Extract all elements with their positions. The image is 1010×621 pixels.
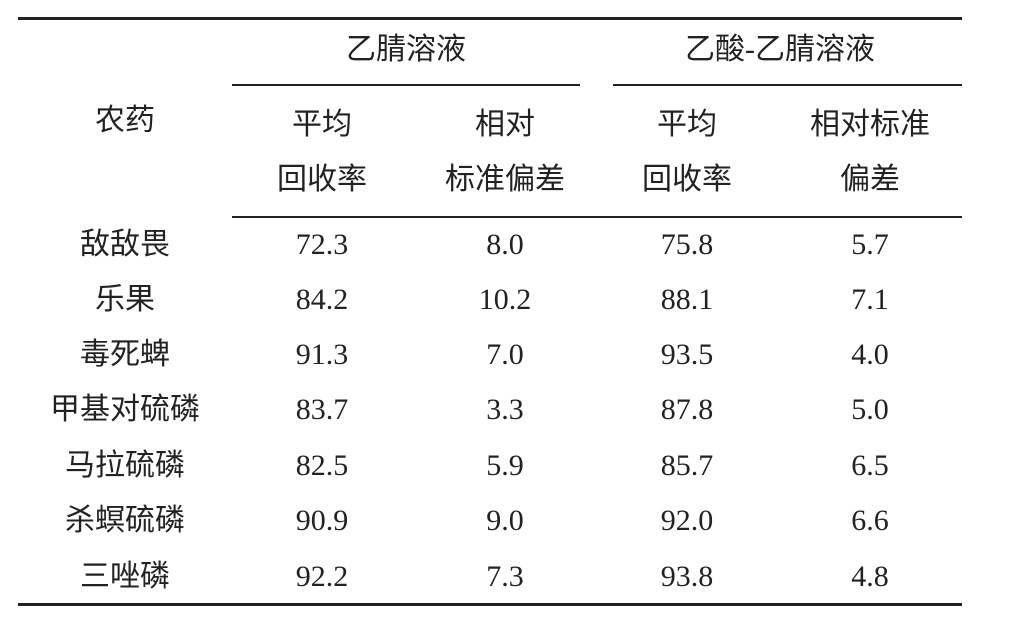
cell: 8.0 (486, 228, 524, 261)
cell: 93.8 (660, 560, 714, 593)
top-rule (18, 17, 962, 20)
cell: 9.0 (486, 504, 524, 537)
column-header: 平均 (657, 108, 717, 141)
row-label: 乐果 (95, 283, 155, 316)
row-label: 甲基对硫磷 (50, 393, 200, 426)
row-label: 敌敌畏 (80, 228, 170, 261)
column-header: 回收率 (277, 163, 367, 196)
cell: 91.3 (295, 338, 349, 371)
cell: 3.3 (486, 393, 524, 426)
cell: 4.0 (851, 338, 889, 371)
cell: 4.8 (851, 560, 889, 593)
cell: 82.5 (295, 449, 349, 482)
group-rule (613, 84, 962, 86)
group-title: 乙腈溶液 (346, 33, 466, 66)
cell: 93.5 (660, 338, 714, 371)
row-label: 马拉硫磷 (65, 449, 185, 482)
column-header: 标准偏差 (445, 163, 565, 196)
cell: 10.2 (478, 283, 532, 316)
cell: 7.1 (851, 283, 889, 316)
column-header: 回收率 (642, 163, 732, 196)
cell: 5.9 (486, 449, 524, 482)
cell: 5.0 (851, 393, 889, 426)
column-header: 偏差 (840, 163, 900, 196)
row-label: 杀螟硫磷 (65, 504, 185, 537)
bottom-rule (18, 603, 962, 606)
header-rule (232, 216, 962, 218)
cell: 88.1 (660, 283, 714, 316)
cell: 87.8 (660, 393, 714, 426)
cell: 7.3 (486, 560, 524, 593)
cell: 75.8 (660, 228, 714, 261)
group-title: 乙酸-乙腈溶液 (685, 33, 875, 66)
row-label: 三唑磷 (80, 560, 170, 593)
cell: 92.0 (660, 504, 714, 537)
group-rule (232, 84, 580, 86)
cell: 84.2 (295, 283, 349, 316)
cell: 72.3 (295, 228, 349, 261)
stub-header: 农药 (95, 104, 155, 137)
column-header: 相对 (475, 108, 535, 141)
row-label: 毒死蜱 (80, 338, 170, 371)
column-header: 平均 (292, 108, 352, 141)
cell: 5.7 (851, 228, 889, 261)
cell: 6.5 (851, 449, 889, 482)
column-header: 相对标准 (810, 108, 930, 141)
cell: 92.2 (295, 560, 349, 593)
cell: 6.6 (851, 504, 889, 537)
cell: 7.0 (486, 338, 524, 371)
cell: 85.7 (660, 449, 714, 482)
cell: 83.7 (295, 393, 349, 426)
cell: 90.9 (295, 504, 349, 537)
